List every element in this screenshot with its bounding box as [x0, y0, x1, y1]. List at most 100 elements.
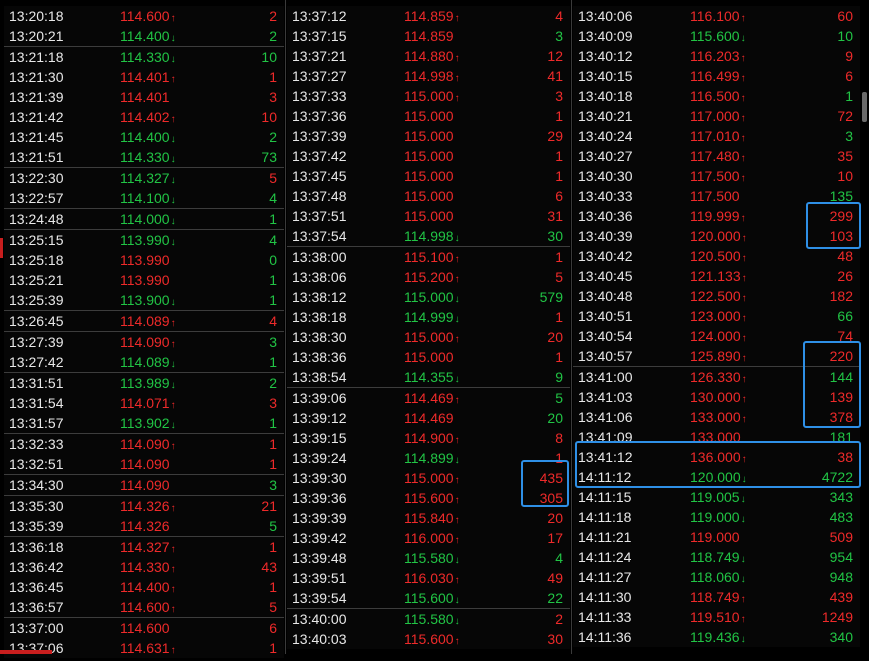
trade-price: 122.500↑ — [690, 288, 747, 304]
up-arrow-icon: ↑ — [741, 313, 747, 324]
trade-price: 136.000↑ — [690, 449, 747, 465]
scrollbar-thumb[interactable] — [862, 92, 867, 122]
trade-volume: 29 — [547, 128, 563, 144]
trade-volume: 1 — [555, 168, 563, 184]
trade-time: 13:39:36 — [292, 490, 347, 506]
up-arrow-icon: ↑ — [170, 584, 176, 595]
down-arrow-icon: ↓ — [454, 616, 460, 627]
trade-row: 13:31:57 113.902↓ 1 — [4, 413, 284, 433]
trade-row: 13:37:21 114.880↑ 12 — [287, 46, 570, 66]
down-arrow-icon: ↓ — [170, 359, 176, 370]
trade-row: 13:35:30 114.326↑ 21 — [4, 495, 284, 516]
trade-price: 115.000 — [404, 168, 454, 184]
trade-price: 114.402↑ — [120, 109, 176, 125]
trade-time: 13:37:51 — [292, 208, 347, 224]
trade-price: 115.600↓ — [690, 28, 746, 44]
trade-volume: 1 — [269, 415, 277, 431]
trade-volume: 2 — [555, 611, 563, 627]
trade-time: 13:21:39 — [9, 89, 64, 105]
trade-row: 13:39:24 114.899↓ 1 — [287, 448, 570, 468]
trade-time: 13:22:57 — [9, 190, 64, 206]
trade-row: 13:37:15 114.859 3 — [287, 26, 570, 46]
trade-row: 13:21:42 114.402↑ 10 — [4, 107, 284, 127]
trade-volume: 3 — [269, 89, 277, 105]
trade-price: 116.500↑ — [690, 88, 746, 104]
trade-price: 117.010↑ — [690, 128, 746, 144]
trade-volume: 17 — [547, 530, 563, 546]
trade-time: 13:40:18 — [578, 88, 633, 104]
trade-volume: 10 — [261, 49, 277, 65]
trade-time: 13:41:12 — [578, 449, 633, 465]
trade-row: 13:38:54 114.355↓ 9 — [287, 367, 570, 387]
trade-volume: 439 — [829, 589, 853, 605]
trade-time: 13:27:42 — [9, 354, 64, 370]
trade-time: 13:40:45 — [578, 268, 633, 284]
up-arrow-icon: ↑ — [741, 333, 747, 344]
up-arrow-icon: ↑ — [741, 374, 747, 385]
trade-time: 13:39:30 — [292, 470, 347, 486]
trade-row: 13:40:45 121.133↑ 26 — [573, 266, 860, 286]
trade-time: 13:38:12 — [292, 289, 347, 305]
trade-volume: 31 — [547, 208, 563, 224]
trade-row: 13:37:06 114.631↑ 1 — [4, 638, 284, 658]
trade-price: 114.330↓ — [120, 149, 176, 165]
trade-time: 13:40:54 — [578, 328, 633, 344]
trade-time: 14:11:15 — [578, 489, 632, 505]
trade-volume: 2 — [269, 8, 277, 24]
trade-volume: 305 — [539, 490, 563, 506]
trade-time: 13:40:21 — [578, 108, 633, 124]
trade-price: 115.200↑ — [404, 269, 460, 285]
trade-price: 115.600↓ — [404, 590, 460, 606]
trade-price: 117.000↑ — [690, 108, 746, 124]
trade-price: 114.859 — [404, 28, 454, 44]
trade-price: 114.900↑ — [404, 430, 460, 446]
up-arrow-icon: ↑ — [454, 73, 460, 84]
trade-volume: 72 — [837, 108, 853, 124]
up-arrow-icon: ↑ — [170, 604, 176, 615]
trade-volume: 181 — [829, 429, 853, 445]
trade-row: 13:39:36 115.600↑ 305 — [287, 488, 570, 508]
trade-price: 116.000↑ — [404, 530, 460, 546]
trade-row: 13:38:30 115.000↑ 20 — [287, 327, 570, 347]
trade-row: 13:25:39 113.900↓ 1 — [4, 290, 284, 310]
trade-volume: 41 — [547, 68, 563, 84]
trade-price: 115.840↑ — [404, 510, 460, 526]
trade-volume: 2 — [269, 28, 277, 44]
trade-row: 13:24:48 114.000↓ 1 — [4, 208, 284, 229]
up-arrow-icon: ↑ — [741, 253, 747, 264]
trade-time: 13:31:54 — [9, 395, 64, 411]
trade-price: 115.000 — [404, 349, 454, 365]
trade-price: 113.990↓ — [120, 232, 176, 248]
trade-volume: 20 — [547, 410, 563, 426]
trade-time: 13:40:39 — [578, 228, 633, 244]
trade-volume: 1 — [269, 436, 277, 452]
trade-volume: 1249 — [821, 609, 853, 625]
trade-volume: 378 — [829, 409, 853, 425]
trade-time: 13:40:57 — [578, 348, 633, 364]
up-arrow-icon: ↑ — [740, 614, 746, 625]
up-arrow-icon: ↑ — [741, 293, 747, 304]
trade-volume: 10 — [837, 168, 853, 184]
trade-row: 13:21:30 114.401↑ 1 — [4, 67, 284, 87]
trade-price: 118.749↓ — [690, 549, 746, 565]
trade-volume: 6 — [555, 188, 563, 204]
trade-row: 13:39:42 116.000↑ 17 — [287, 528, 570, 548]
trade-time: 13:25:21 — [9, 272, 64, 288]
trade-volume: 26 — [837, 268, 853, 284]
trade-time: 13:39:48 — [292, 550, 347, 566]
trade-time: 13:39:42 — [292, 530, 347, 546]
trade-row: 14:11:30 118.749↑ 439 — [573, 587, 860, 607]
trade-row: 13:31:51 113.989↓ 2 — [4, 372, 284, 393]
trade-price: 114.401 — [120, 89, 170, 105]
trade-price: 133.000 — [690, 429, 741, 445]
trade-volume: 21 — [261, 498, 277, 514]
trade-row: 13:39:54 115.600↓ 22 — [287, 588, 570, 608]
down-arrow-icon: ↓ — [454, 555, 460, 566]
trade-time: 13:41:00 — [578, 369, 633, 385]
trade-volume: 1 — [269, 640, 277, 656]
trade-row: 13:37:51 115.000 31 — [287, 206, 570, 226]
trade-volume: 103 — [829, 228, 853, 244]
trade-row: 13:40:48 122.500↑ 182 — [573, 286, 860, 306]
trade-row: 13:20:18 114.600↑ 2 — [4, 6, 284, 26]
trade-volume: 9 — [845, 48, 853, 64]
